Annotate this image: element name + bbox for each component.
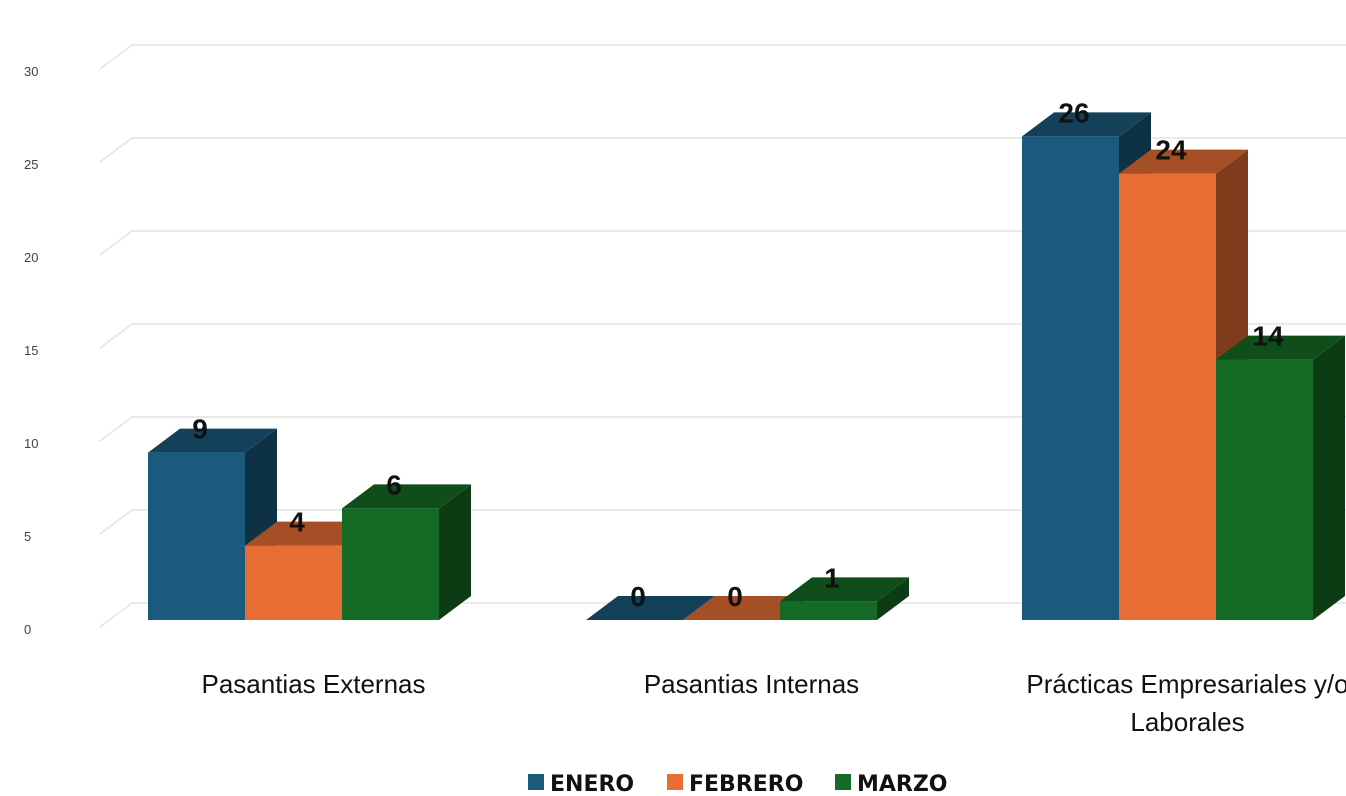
y-tick-label: 5 xyxy=(24,529,31,544)
legend-swatch xyxy=(835,774,851,790)
legend: ENERO FEBRERO MARZO xyxy=(528,772,948,796)
legend-swatch xyxy=(528,774,544,790)
x-tick-label: Prácticas Empresariales y/o Laborales xyxy=(1026,669,1346,737)
x-tick-label: Pasantias Externas xyxy=(201,669,425,699)
data-label: 24 xyxy=(1155,135,1187,166)
gridline xyxy=(99,44,1346,70)
data-label: 9 xyxy=(192,414,208,445)
legend-label: ENERO xyxy=(550,772,634,796)
data-label: 0 xyxy=(727,581,743,612)
y-tick-label: 25 xyxy=(24,157,38,172)
legend-label: FEBRERO xyxy=(689,772,803,796)
bar xyxy=(1119,149,1248,620)
y-axis-ticks: 0 5 10 15 20 25 30 xyxy=(24,64,38,637)
data-label: 26 xyxy=(1058,97,1089,128)
bar xyxy=(683,596,812,620)
x-axis-labels: Pasantias Externas Pasantias Internas Prác… xyxy=(201,669,1346,737)
x-tick-label: Pasantias Internas xyxy=(644,669,859,699)
legend-item: FEBRERO xyxy=(667,772,803,796)
y-tick-label: 10 xyxy=(24,436,38,451)
bar xyxy=(780,577,909,620)
y-tick-label: 30 xyxy=(24,64,38,79)
legend-item: MARZO xyxy=(835,772,948,796)
data-label: 14 xyxy=(1252,321,1284,352)
data-label: 0 xyxy=(630,581,646,612)
data-label: 1 xyxy=(824,562,840,593)
bar xyxy=(586,596,715,620)
legend-swatch xyxy=(667,774,683,790)
bars xyxy=(148,112,1345,621)
y-tick-label: 20 xyxy=(24,250,38,265)
y-tick-label: 0 xyxy=(24,622,31,637)
bar xyxy=(342,484,471,620)
data-label: 4 xyxy=(289,507,305,538)
y-tick-label: 15 xyxy=(24,343,38,358)
legend-label: MARZO xyxy=(857,772,948,796)
data-label: 6 xyxy=(386,469,402,500)
legend-item: ENERO xyxy=(528,772,634,796)
bar xyxy=(1216,335,1345,620)
data-labels: 9 4 6 0 0 1 26 24 14 xyxy=(192,97,1284,612)
